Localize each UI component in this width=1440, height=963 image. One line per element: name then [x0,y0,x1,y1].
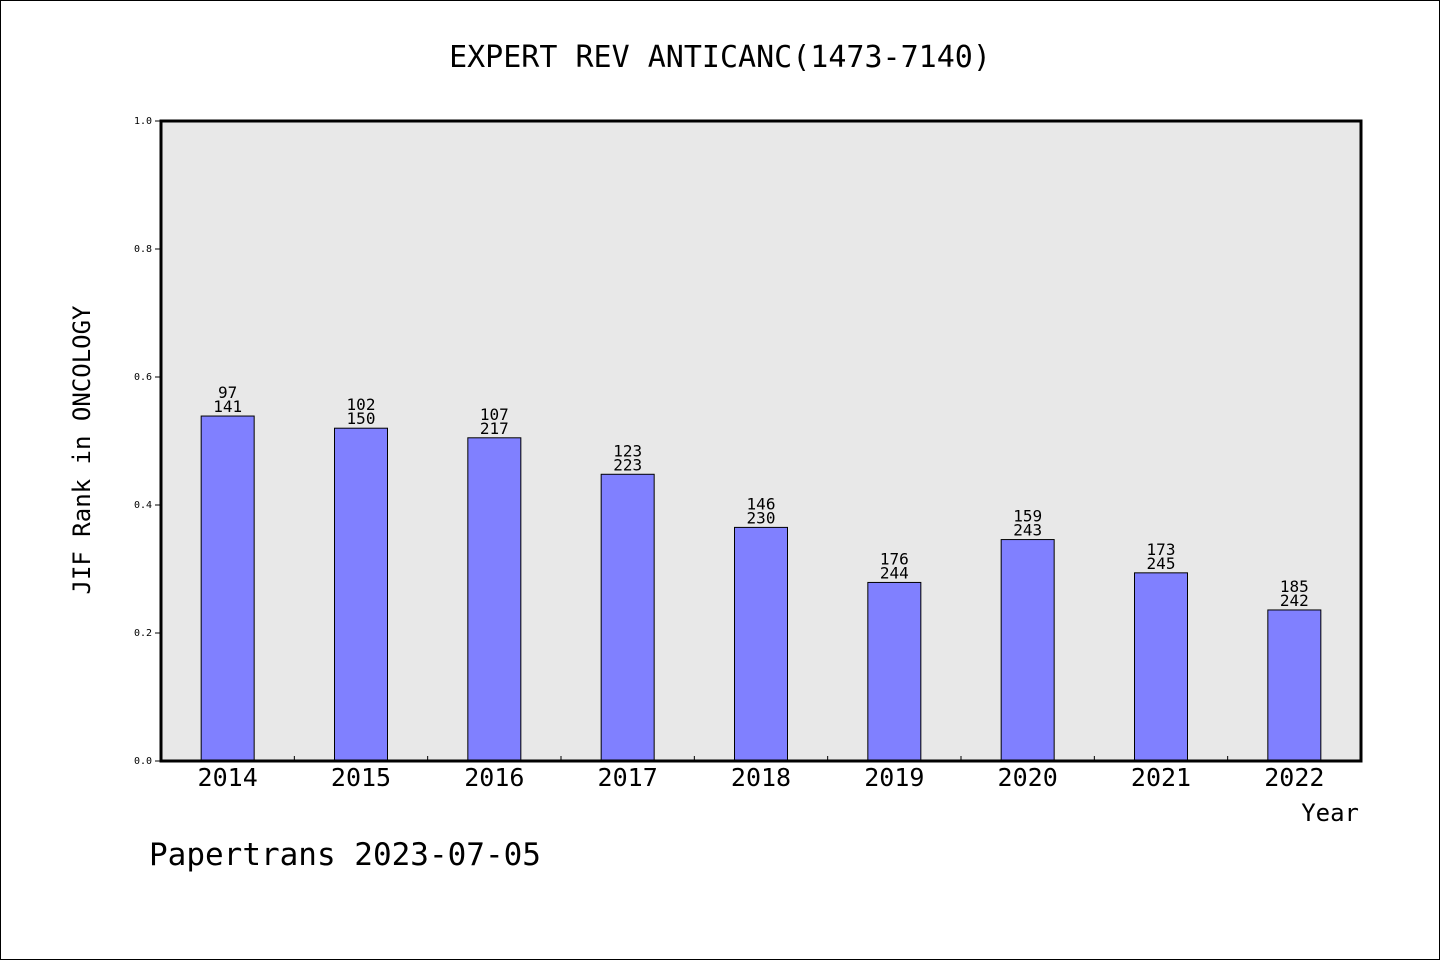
y-tick-label: 1.0 [134,116,152,127]
bar-2020 [1000,539,1055,762]
bar-total-label: 230 [747,508,776,527]
bar-2015 [334,427,388,762]
bar-rank-label: 123 [613,441,642,460]
bar-2014 [200,415,255,762]
bar-rank-label: 185 [1280,577,1309,596]
bar-rank-label: 107 [480,405,509,424]
x-tick-label: 2021 [1131,763,1191,792]
y-tick-label: 0.4 [134,500,152,511]
bar-2022 [1267,609,1322,762]
bar-total-label: 242 [1280,591,1309,610]
bar-total-label: 245 [1147,554,1176,573]
bar-rank-label: 146 [747,494,776,513]
y-tick-label: 0.2 [134,628,152,639]
bar-2019 [867,581,922,762]
bar-2021 [1134,572,1188,762]
x-tick-label: 2017 [598,763,658,792]
x-tick-label: 2019 [864,763,924,792]
bar-2016 [467,437,522,762]
bar-total-label: 243 [1013,521,1042,540]
x-tick-label: 2022 [1264,763,1324,792]
x-tick-label: 2014 [198,763,258,792]
x-tick-label: 2016 [464,763,524,792]
bar-rank-label: 97 [218,383,237,402]
bar-rank-label: 176 [880,549,909,568]
bar-rank-label: 102 [347,395,376,414]
bar-2017 [600,473,655,762]
y-tick-label: 0.6 [134,372,152,383]
bar-total-label: 244 [880,563,909,582]
footer-credit: Papertrans 2023-07-05 [149,837,541,873]
bar-total-label: 141 [213,397,242,416]
bar-2018 [734,526,788,762]
x-tick-label: 2015 [331,763,391,792]
bar-total-label: 150 [347,409,376,428]
bar-rank-label: 173 [1147,540,1176,559]
y-axis-label: JIF Rank in ONCOLOGY [68,305,96,595]
y-tick-label: 0.0 [134,756,152,767]
bar-rank-label: 159 [1013,507,1042,526]
x-axis-label: Year [1301,799,1359,827]
y-tick-label: 0.8 [134,244,152,255]
x-tick-label: 2018 [731,763,791,792]
plot-border [159,119,1363,763]
bar-total-label: 223 [613,455,642,474]
chart-title: EXPERT REV ANTICANC(1473-7140) [449,40,991,75]
x-tick-label: 2020 [998,763,1058,792]
bar-total-label: 217 [480,419,509,438]
